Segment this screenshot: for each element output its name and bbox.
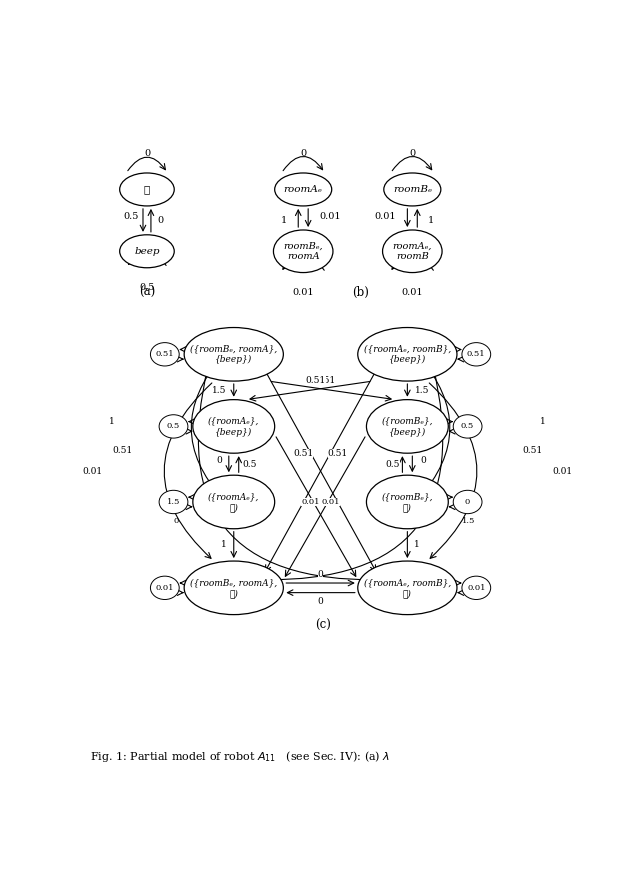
Text: 0.01: 0.01 bbox=[467, 584, 486, 591]
Text: (b): (b) bbox=[352, 286, 369, 299]
Ellipse shape bbox=[150, 576, 179, 599]
Ellipse shape bbox=[367, 400, 448, 453]
Text: roomAₑ: roomAₑ bbox=[284, 185, 323, 194]
Ellipse shape bbox=[120, 173, 174, 206]
Text: 0.01: 0.01 bbox=[374, 212, 396, 221]
Ellipse shape bbox=[193, 475, 275, 529]
Ellipse shape bbox=[453, 491, 482, 514]
Text: 0.5: 0.5 bbox=[123, 212, 138, 221]
Text: 0.5: 0.5 bbox=[140, 283, 155, 292]
Text: 0.51: 0.51 bbox=[305, 376, 326, 384]
Text: ∅: ∅ bbox=[144, 185, 150, 194]
Text: beep: beep bbox=[134, 247, 160, 256]
Text: (c): (c) bbox=[315, 619, 331, 632]
Ellipse shape bbox=[184, 327, 284, 381]
Text: ({roomAₑ},
∅): ({roomAₑ}, ∅) bbox=[208, 491, 259, 512]
Text: roomBₑ,
roomA: roomBₑ, roomA bbox=[284, 241, 323, 261]
Text: 1: 1 bbox=[540, 417, 546, 425]
Text: 0: 0 bbox=[317, 570, 323, 579]
Text: 1.5: 1.5 bbox=[212, 386, 226, 395]
Text: ({roomAₑ},
{beep}): ({roomAₑ}, {beep}) bbox=[208, 417, 259, 436]
Text: 1: 1 bbox=[221, 541, 227, 549]
Text: 0: 0 bbox=[420, 456, 426, 465]
Ellipse shape bbox=[275, 173, 332, 206]
Text: 1.5: 1.5 bbox=[167, 498, 180, 506]
Text: 1.5: 1.5 bbox=[415, 386, 429, 395]
Text: ({roomAₑ, roomB},
∅): ({roomAₑ, roomB}, ∅) bbox=[364, 578, 451, 598]
Text: roomBₑ: roomBₑ bbox=[393, 185, 432, 194]
Text: 0: 0 bbox=[216, 456, 221, 465]
Text: Fig. 1: Partial model of robot $A_{11}$   (see Sec. IV): (a) $\lambda$: Fig. 1: Partial model of robot $A_{11}$ … bbox=[90, 748, 390, 764]
Text: 0.01: 0.01 bbox=[321, 498, 340, 506]
Text: 0.51: 0.51 bbox=[316, 376, 335, 384]
Text: 0.51: 0.51 bbox=[293, 450, 314, 458]
Ellipse shape bbox=[273, 230, 333, 273]
Ellipse shape bbox=[159, 415, 188, 438]
Text: (a): (a) bbox=[139, 286, 155, 299]
Ellipse shape bbox=[462, 343, 491, 366]
Text: ({roomBₑ},
{beep}): ({roomBₑ}, {beep}) bbox=[381, 417, 433, 436]
Text: 0.5: 0.5 bbox=[243, 459, 257, 468]
Ellipse shape bbox=[358, 327, 457, 381]
Text: 0.01: 0.01 bbox=[552, 467, 572, 475]
Text: 0.01: 0.01 bbox=[301, 498, 320, 506]
Text: 1: 1 bbox=[281, 216, 287, 225]
Text: 0.01: 0.01 bbox=[156, 584, 174, 591]
Text: 0: 0 bbox=[317, 597, 323, 606]
Ellipse shape bbox=[358, 561, 457, 615]
Ellipse shape bbox=[383, 230, 442, 273]
Text: 0.51: 0.51 bbox=[112, 446, 132, 455]
Text: 0: 0 bbox=[409, 149, 415, 158]
Text: ({roomBₑ},
∅): ({roomBₑ}, ∅) bbox=[381, 491, 433, 512]
Text: 0: 0 bbox=[300, 149, 307, 158]
Ellipse shape bbox=[384, 173, 441, 206]
Text: 0.01: 0.01 bbox=[83, 467, 102, 475]
Text: 0.5: 0.5 bbox=[167, 423, 180, 431]
Text: 1: 1 bbox=[428, 216, 435, 225]
Ellipse shape bbox=[120, 235, 174, 268]
Text: ({roomAₑ, roomB},
{beep}): ({roomAₑ, roomB}, {beep}) bbox=[364, 344, 451, 365]
Ellipse shape bbox=[184, 561, 284, 615]
Ellipse shape bbox=[367, 475, 448, 529]
Text: roomAₑ,
roomB: roomAₑ, roomB bbox=[392, 241, 432, 261]
Text: 1.5: 1.5 bbox=[462, 517, 476, 525]
Ellipse shape bbox=[193, 400, 275, 453]
Text: 0.51: 0.51 bbox=[467, 351, 486, 359]
Text: ({roomBₑ, roomA},
∅): ({roomBₑ, roomA}, ∅) bbox=[190, 578, 277, 598]
Text: 0.51: 0.51 bbox=[522, 446, 543, 455]
Text: 0.5: 0.5 bbox=[461, 423, 474, 431]
Ellipse shape bbox=[453, 415, 482, 438]
Text: 0: 0 bbox=[465, 498, 470, 506]
Ellipse shape bbox=[159, 491, 188, 514]
Text: 0: 0 bbox=[144, 149, 150, 158]
Text: 0.51: 0.51 bbox=[156, 351, 174, 359]
Text: 0.01: 0.01 bbox=[319, 212, 341, 221]
Text: 0.5: 0.5 bbox=[385, 459, 400, 468]
Text: 0: 0 bbox=[158, 216, 164, 225]
Text: ({roomBₑ, roomA},
{beep}): ({roomBₑ, roomA}, {beep}) bbox=[190, 344, 277, 365]
Text: 1: 1 bbox=[415, 541, 420, 549]
Text: 0.01: 0.01 bbox=[401, 288, 423, 297]
Ellipse shape bbox=[462, 576, 491, 599]
Text: 0: 0 bbox=[173, 517, 179, 525]
Text: 0.51: 0.51 bbox=[328, 450, 348, 458]
Text: 1: 1 bbox=[109, 417, 115, 425]
Ellipse shape bbox=[150, 343, 179, 366]
Text: 0.01: 0.01 bbox=[292, 288, 314, 297]
